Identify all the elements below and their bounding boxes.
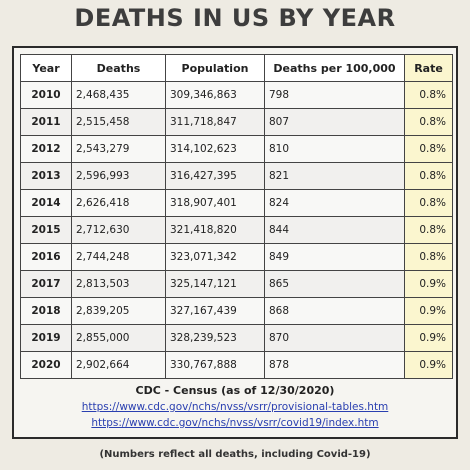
rate-cell: 0.9%	[404, 297, 453, 325]
population-cell: 311,718,847	[165, 108, 265, 136]
rate-cell: 0.9%	[404, 351, 453, 379]
population-cell: 316,427,395	[165, 162, 265, 190]
deaths-cell: 2,902,664	[71, 351, 166, 379]
deaths-cell: 2,626,418	[71, 189, 166, 217]
deaths-cell: 2,596,993	[71, 162, 166, 190]
deaths-per-100k-cell: 870	[264, 324, 405, 352]
population-cell: 330,767,888	[165, 351, 265, 379]
population-cell: 321,418,820	[165, 216, 265, 244]
population-cell: 323,071,342	[165, 243, 265, 271]
population-cell: 328,239,523	[165, 324, 265, 352]
deaths-cell: 2,839,205	[71, 297, 166, 325]
table-row: 2018 2,839,205 327,167,439 868 0.9%	[20, 297, 453, 325]
deaths-per-100k-cell: 824	[264, 189, 405, 217]
rate-cell: 0.8%	[404, 108, 453, 136]
population-cell: 318,907,401	[165, 189, 265, 217]
deaths-per-100k-cell: 878	[264, 351, 405, 379]
population-cell: 327,167,439	[165, 297, 265, 325]
deaths-cell: 2,543,279	[71, 135, 166, 163]
deaths-per-100k-cell: 807	[264, 108, 405, 136]
footnote: (Numbers reflect all deaths, including C…	[99, 449, 371, 460]
population-cell: 325,147,121	[165, 270, 265, 298]
source-link-provisional-tables[interactable]: https://www.cdc.gov/nchs/nvss/vsrr/provi…	[81, 401, 389, 413]
deaths-per-100k-cell: 865	[264, 270, 405, 298]
year-cell: 2014	[20, 189, 72, 217]
rate-cell: 0.8%	[404, 135, 453, 163]
table-row: 2017 2,813,503 325,147,121 865 0.9%	[20, 270, 453, 298]
table-row: 2015 2,712,630 321,418,820 844 0.8%	[20, 216, 453, 244]
header-deaths-per-100k: Deaths per 100,000	[264, 54, 405, 82]
table-row: 2012 2,543,279 314,102,623 810 0.8%	[20, 135, 453, 163]
rate-cell: 0.9%	[404, 324, 453, 352]
table-row: 2010 2,468,435 309,346,863 798 0.8%	[20, 81, 453, 109]
table-row: 2011 2,515,458 311,718,847 807 0.8%	[20, 108, 453, 136]
deaths-cell: 2,468,435	[71, 81, 166, 109]
source-block: CDC - Census (as of 12/30/2020) https://…	[14, 384, 456, 431]
table-frame: Year Deaths Population Deaths per 100,00…	[12, 46, 458, 439]
page-title: DEATHS IN US BY YEAR	[74, 4, 396, 32]
year-cell: 2011	[20, 108, 72, 136]
deaths-per-100k-cell: 810	[264, 135, 405, 163]
table-row: 2016 2,744,248 323,071,342 849 0.8%	[20, 243, 453, 271]
header-row: Year Deaths Population Deaths per 100,00…	[20, 54, 453, 82]
population-cell: 314,102,623	[165, 135, 265, 163]
table-row: 2020 2,902,664 330,767,888 878 0.9%	[20, 351, 453, 379]
year-cell: 2016	[20, 243, 72, 271]
header-deaths: Deaths	[71, 54, 166, 82]
deaths-per-100k-cell: 798	[264, 81, 405, 109]
rate-cell: 0.8%	[404, 243, 453, 271]
rate-cell: 0.8%	[404, 189, 453, 217]
deaths-per-100k-cell: 821	[264, 162, 405, 190]
table-row: 2019 2,855,000 328,239,523 870 0.9%	[20, 324, 453, 352]
year-cell: 2020	[20, 351, 72, 379]
year-cell: 2015	[20, 216, 72, 244]
year-cell: 2010	[20, 81, 72, 109]
year-cell: 2019	[20, 324, 72, 352]
table-row: 2014 2,626,418 318,907,401 824 0.8%	[20, 189, 453, 217]
table-row: 2013 2,596,993 316,427,395 821 0.8%	[20, 162, 453, 190]
deaths-cell: 2,515,458	[71, 108, 166, 136]
deaths-table: Year Deaths Population Deaths per 100,00…	[20, 54, 453, 379]
rate-cell: 0.8%	[404, 216, 453, 244]
rate-cell: 0.9%	[404, 270, 453, 298]
source-title: CDC - Census (as of 12/30/2020)	[135, 384, 335, 397]
header-rate: Rate	[404, 54, 453, 82]
header-year: Year	[20, 54, 72, 82]
deaths-per-100k-cell: 844	[264, 216, 405, 244]
header-population: Population	[165, 54, 265, 82]
year-cell: 2013	[20, 162, 72, 190]
rate-cell: 0.8%	[404, 162, 453, 190]
year-cell: 2018	[20, 297, 72, 325]
rate-cell: 0.8%	[404, 81, 453, 109]
year-cell: 2017	[20, 270, 72, 298]
deaths-cell: 2,855,000	[71, 324, 166, 352]
deaths-cell: 2,744,248	[71, 243, 166, 271]
deaths-per-100k-cell: 849	[264, 243, 405, 271]
population-cell: 309,346,863	[165, 81, 265, 109]
source-link-covid19[interactable]: https://www.cdc.gov/nchs/nvss/vsrr/covid…	[91, 417, 379, 429]
deaths-cell: 2,813,503	[71, 270, 166, 298]
year-cell: 2012	[20, 135, 72, 163]
deaths-per-100k-cell: 868	[264, 297, 405, 325]
deaths-cell: 2,712,630	[71, 216, 166, 244]
